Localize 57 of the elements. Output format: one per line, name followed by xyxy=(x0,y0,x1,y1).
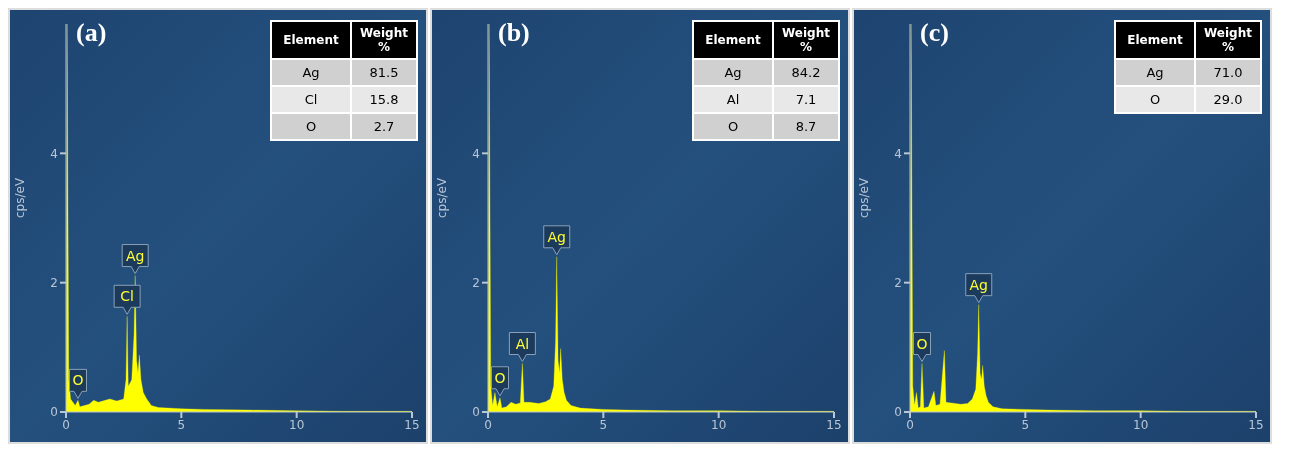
chart-title: (a) xyxy=(76,18,107,48)
x-tick-label: 0 xyxy=(62,417,70,432)
annotation: Element xyxy=(693,21,773,59)
y-tick-label: 4 xyxy=(472,146,480,161)
annotation: O xyxy=(693,113,773,140)
y-tick-label: 2 xyxy=(50,275,58,290)
annotation: Weight % xyxy=(773,21,839,59)
x-tick-label: 10 xyxy=(1133,417,1149,432)
annotation: O xyxy=(1115,86,1195,113)
y-axis-title: cps/eV xyxy=(435,177,450,218)
annotation: O xyxy=(271,113,351,140)
x-tick-label: 0 xyxy=(484,417,492,432)
annotation: O xyxy=(494,369,506,386)
annotation: Ag xyxy=(969,276,988,293)
annotation: Weight % xyxy=(351,21,417,59)
x-tick-label: 10 xyxy=(711,417,727,432)
x-tick-label: 0 xyxy=(906,417,914,432)
annotation: 15.8 xyxy=(351,86,417,113)
annotation: Ag xyxy=(125,247,145,264)
y-tick-label: 0 xyxy=(472,405,480,420)
annotation: Element xyxy=(271,21,351,59)
annotation: O xyxy=(72,372,84,389)
y-axis-title: cps/eV xyxy=(13,177,28,218)
annotation: Al xyxy=(515,335,530,352)
x-tick-label: 15 xyxy=(1248,417,1264,432)
annotation: 84.2 xyxy=(773,59,839,86)
y-tick-label: 2 xyxy=(472,275,480,290)
annotation: 7.1 xyxy=(773,86,839,113)
x-tick-label: 5 xyxy=(599,417,608,432)
annotation: O xyxy=(916,335,928,352)
annotation: Cl xyxy=(271,86,351,113)
chart-title: (b) xyxy=(498,18,530,48)
annotation: 81.5 xyxy=(351,59,417,86)
annotation: Element xyxy=(1115,21,1195,59)
x-tick-label: 15 xyxy=(826,417,842,432)
annotation: 71.0 xyxy=(1195,59,1261,86)
annotation: Weight % xyxy=(1195,21,1261,59)
x-tick-label: 10 xyxy=(289,417,305,432)
annotation: Ag xyxy=(271,59,351,86)
y-tick-label: 4 xyxy=(50,146,58,161)
y-tick-label: 2 xyxy=(894,275,902,290)
annotation: Ag xyxy=(1115,59,1195,86)
annotation: Cl xyxy=(120,288,134,305)
chart-title: (c) xyxy=(920,18,949,48)
x-tick-label: 15 xyxy=(404,417,420,432)
annotation: Ag xyxy=(547,228,566,245)
x-tick-label: 5 xyxy=(177,417,186,432)
annotation: Ag xyxy=(693,59,773,86)
annotation: Al xyxy=(693,86,773,113)
y-tick-label: 0 xyxy=(50,405,58,420)
y-tick-label: 4 xyxy=(894,146,902,161)
x-tick-label: 5 xyxy=(1021,417,1030,432)
y-tick-label: 0 xyxy=(894,405,902,420)
annotation: 2.7 xyxy=(351,113,417,140)
annotation: 29.0 xyxy=(1195,86,1261,113)
y-axis-title: cps/eV xyxy=(857,177,872,218)
annotation: 8.7 xyxy=(773,113,839,140)
